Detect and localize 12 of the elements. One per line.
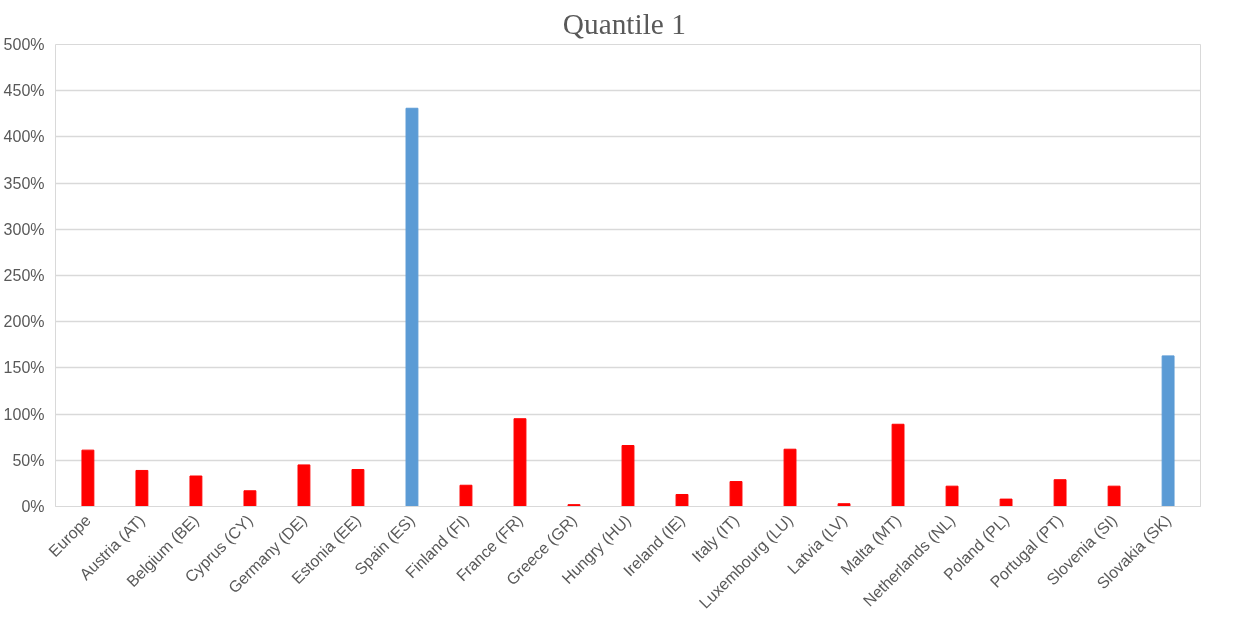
y-tick-label: 450% — [3, 82, 45, 100]
y-tick-label: 200% — [3, 313, 45, 331]
y-tick-label: 250% — [3, 267, 45, 284]
chart-title: Quantile 1 — [562, 7, 686, 40]
y-tick-label: 50% — [12, 451, 45, 469]
y-tick-label: 500% — [3, 36, 45, 53]
y-tick-label: 400% — [3, 128, 45, 146]
y-tick-label: 350% — [3, 174, 45, 192]
y-tick-label: 100% — [3, 405, 45, 423]
y-tick-label: 300% — [3, 220, 45, 238]
y-tick-label: 0% — [21, 498, 45, 515]
y-tick-label: 150% — [3, 359, 45, 377]
